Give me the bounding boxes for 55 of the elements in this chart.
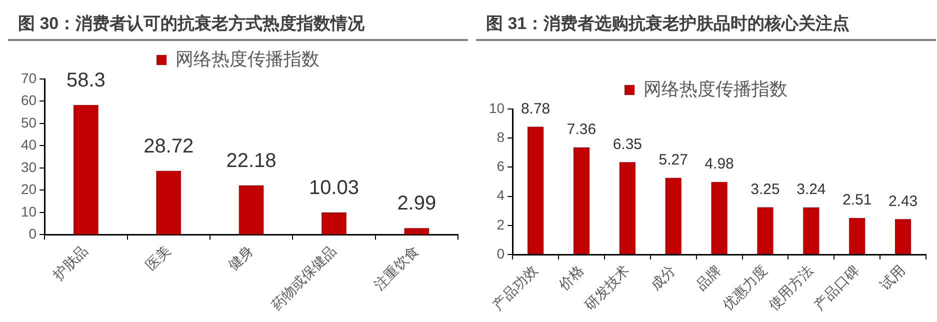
y-tick-label: 50 — [20, 114, 37, 130]
data-label: 4.98 — [704, 156, 734, 173]
bar — [803, 207, 820, 254]
y-tick-label: 6 — [496, 158, 505, 174]
legend-label: 网络热度传播指数 — [176, 48, 320, 69]
bar — [665, 178, 682, 254]
bar — [238, 185, 264, 234]
y-tick-label: 30 — [20, 158, 37, 175]
y-tick-label: 0 — [496, 245, 505, 262]
data-label: 58.3 — [66, 70, 106, 92]
chart-title: 图 30：消费者认可的抗衰老方式热度指数情况 — [8, 8, 468, 41]
x-tick-label: 价格 — [554, 262, 586, 294]
y-tick-label: 70 — [20, 70, 37, 86]
x-tick-label: 健身 — [225, 242, 256, 274]
y-tick-label: 10 — [20, 203, 37, 220]
y-tick-label: 2 — [496, 216, 505, 232]
bar — [573, 147, 590, 254]
data-label: 3.25 — [750, 180, 780, 198]
chart-title: 图 31：消费者选购抗衰老护肤品时的核心关注点 — [476, 8, 936, 41]
data-label: 3.24 — [796, 181, 826, 198]
bar — [711, 182, 728, 254]
bar — [74, 105, 98, 234]
data-label: 2.99 — [397, 192, 436, 215]
data-label: 22.18 — [226, 150, 276, 172]
legend-label: 网络热度传播指数 — [644, 78, 788, 99]
data-label: 5.27 — [658, 151, 688, 168]
bar — [404, 228, 430, 234]
bar — [619, 162, 636, 254]
bar — [757, 207, 774, 254]
data-label: 8.78 — [520, 100, 550, 118]
data-label: 10.03 — [308, 176, 360, 199]
data-label: 28.72 — [144, 135, 194, 158]
data-label: 2.51 — [842, 192, 872, 209]
x-tick-label: 药物或保健品 — [268, 242, 339, 313]
data-label: 6.35 — [612, 136, 642, 153]
x-tick-label: 产品功效 — [489, 262, 540, 313]
bar — [849, 218, 866, 254]
y-tick-label: 20 — [20, 181, 37, 198]
bar — [528, 126, 544, 254]
data-label: 7.36 — [566, 121, 596, 138]
x-tick-label: 试用 — [876, 262, 908, 294]
y-tick-label: 40 — [20, 136, 37, 153]
x-tick-label: 医美 — [142, 242, 174, 274]
bar — [894, 219, 912, 254]
x-tick-label: 护肤品 — [49, 242, 91, 284]
y-tick-label: 0 — [28, 226, 37, 242]
y-tick-label: 60 — [20, 92, 37, 108]
bar — [156, 170, 182, 234]
y-tick-label: 8 — [496, 128, 505, 145]
bar — [322, 212, 346, 234]
x-tick-label: 成分 — [647, 262, 678, 294]
y-tick-label: 10 — [488, 100, 505, 116]
data-label: 2.43 — [888, 192, 918, 210]
y-tick-label: 4 — [496, 187, 505, 204]
x-tick-label: 注重饮食 — [370, 242, 422, 294]
